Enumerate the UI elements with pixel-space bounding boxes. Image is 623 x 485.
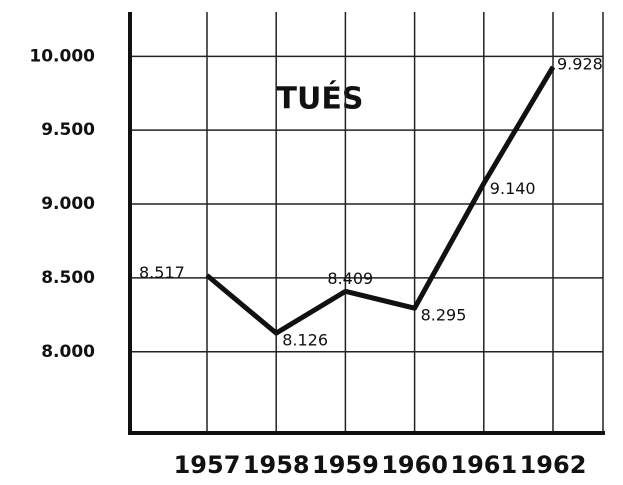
x-tick-label: 1959 bbox=[312, 451, 379, 479]
data-label: 8.126 bbox=[282, 331, 328, 350]
x-tick-label: 1961 bbox=[450, 451, 517, 479]
chart-title: TUÉS bbox=[277, 81, 364, 117]
data-label: 8.517 bbox=[139, 263, 185, 282]
line bbox=[205, 65, 556, 336]
y-tick-label: 8.000 bbox=[41, 342, 95, 362]
data-label: 8.295 bbox=[421, 306, 467, 325]
x-tick-label: 1962 bbox=[520, 451, 587, 479]
x-tick-label: 1957 bbox=[174, 451, 241, 479]
x-tick-label: 1958 bbox=[243, 451, 310, 479]
data-label: 9.140 bbox=[490, 179, 536, 198]
y-tick-label: 10.000 bbox=[29, 46, 95, 66]
y-tick-label: 9.000 bbox=[41, 194, 95, 214]
data-label: 8.409 bbox=[327, 269, 373, 288]
data-label: 9.928 bbox=[557, 54, 603, 73]
y-tick-label: 8.500 bbox=[41, 268, 95, 288]
y-tick-label: 9.500 bbox=[41, 120, 95, 140]
x-tick-label: 1960 bbox=[381, 451, 448, 479]
